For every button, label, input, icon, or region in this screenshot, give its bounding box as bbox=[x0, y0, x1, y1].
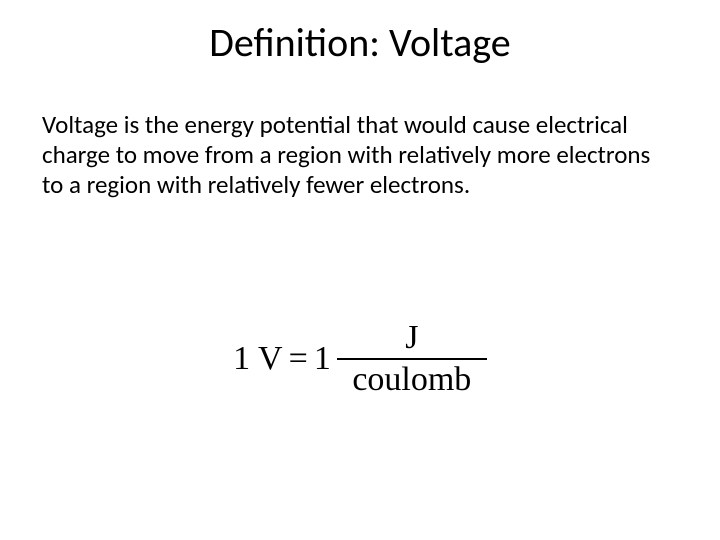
equation-lhs: 1 V bbox=[233, 340, 282, 378]
equation-coefficient: 1 bbox=[314, 340, 331, 378]
equation-fraction: J coulomb bbox=[337, 320, 487, 397]
voltage-equation: 1 V = 1 J coulomb bbox=[0, 320, 720, 397]
equation-denominator: coulomb bbox=[337, 358, 487, 398]
definition-text: Voltage is the energy potential that wou… bbox=[42, 110, 662, 200]
equation-numerator: J bbox=[399, 320, 424, 358]
equation-equals: = bbox=[289, 340, 308, 378]
slide-title: Definition: Voltage bbox=[0, 18, 720, 67]
equation-inline: 1 V = 1 J coulomb bbox=[233, 320, 487, 397]
slide: Definition: Voltage Voltage is the energ… bbox=[0, 0, 720, 540]
